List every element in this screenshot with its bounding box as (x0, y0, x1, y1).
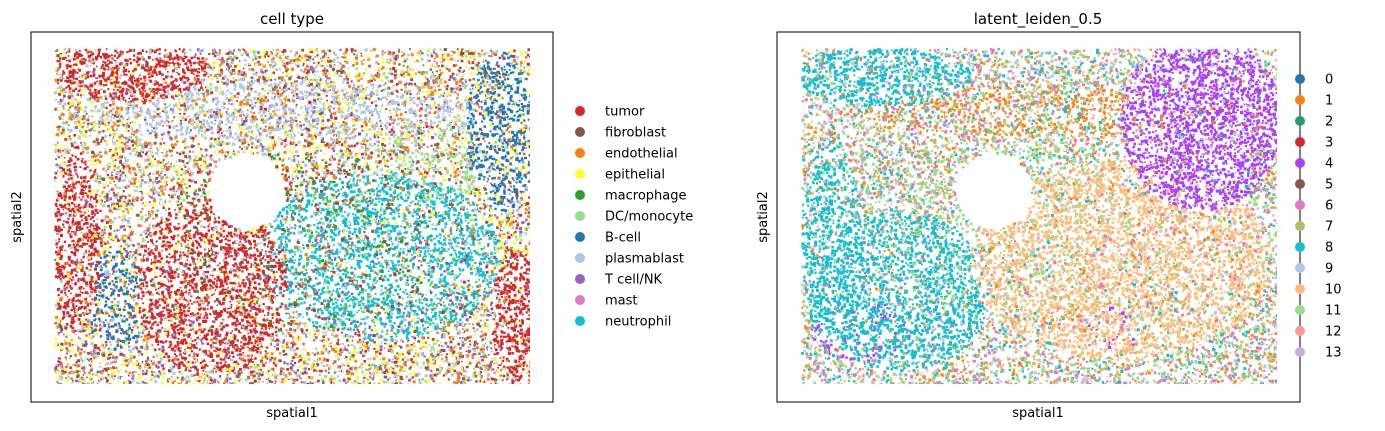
legend-marker (1295, 74, 1305, 84)
legend-marker (1295, 263, 1305, 273)
legend-marker (575, 211, 585, 221)
scatter-points-layer (54, 48, 530, 384)
legend-label: DC/monocyte (605, 210, 693, 225)
latent-leiden-panel: latent_leiden_0.5 spatial1 spatial2 0123… (756, 10, 1342, 421)
legend-label: plasmablast (605, 252, 684, 267)
scatter-points-layer (801, 48, 1277, 384)
legend-label: 6 (1325, 199, 1333, 214)
scatter-points-layer (801, 48, 1277, 384)
legend-marker (1295, 221, 1305, 231)
legend-marker (1295, 116, 1305, 126)
legend-label: tumor (605, 105, 645, 120)
legend-marker (575, 274, 585, 284)
legend-label: T cell/NK (604, 273, 663, 288)
legend-marker (575, 190, 585, 200)
legend-label: 7 (1325, 220, 1333, 235)
legend-label: neutrophil (605, 315, 671, 330)
legend-label: 5 (1325, 178, 1333, 193)
legend-label: 11 (1325, 304, 1342, 319)
scatter-points-layer (90, 50, 530, 351)
legend-label: 8 (1325, 241, 1333, 256)
cell-type-panel: cell type spatial1 spatial2 tumor fibrobl… (10, 10, 693, 421)
legend-marker (1295, 305, 1305, 315)
legend-label: 2 (1325, 115, 1333, 130)
latent-leiden-ylabel: spatial2 (756, 191, 771, 243)
legend-marker (1295, 137, 1305, 147)
scatter-points-layer (54, 48, 530, 384)
cell-type-title: cell type (260, 10, 324, 28)
legend-marker (575, 253, 585, 263)
scatter-points-layer (801, 48, 1277, 384)
cell-type-legend: tumor fibroblast endothelial epithelial macr… (575, 105, 693, 330)
legend-label: B-cell (605, 231, 641, 246)
legend-marker (1295, 158, 1305, 168)
legend-marker (1295, 95, 1305, 105)
legend-label: epithelial (605, 168, 665, 183)
scatter-points-layer (54, 48, 530, 384)
legend-label: 1 (1325, 94, 1333, 109)
legend-marker (1295, 284, 1305, 294)
legend-marker (575, 106, 585, 116)
legend-label: macrophage (605, 189, 687, 204)
legend-label: 12 (1325, 325, 1342, 340)
legend-marker (575, 127, 585, 137)
legend-label: 9 (1325, 262, 1333, 277)
latent-leiden-scatter-points (801, 48, 1277, 384)
legend-marker (1295, 347, 1305, 357)
legend-label: fibroblast (605, 126, 666, 141)
scatter-points-layer (260, 170, 503, 342)
legend-label: 3 (1325, 136, 1333, 151)
legend-label: 10 (1325, 283, 1342, 298)
legend-label: 0 (1325, 73, 1333, 88)
latent-leiden-axes-frame (776, 31, 1301, 403)
cell-type-scatter-points (54, 48, 530, 384)
legend-label: 13 (1325, 346, 1342, 361)
legend-marker (575, 148, 585, 158)
legend-marker (575, 169, 585, 179)
legend-marker (1295, 242, 1305, 252)
legend-label: endothelial (605, 147, 678, 162)
legend-marker (1295, 326, 1305, 336)
legend-label: 4 (1325, 157, 1333, 172)
legend-marker (1295, 179, 1305, 189)
latent-leiden-title: latent_leiden_0.5 (974, 10, 1103, 29)
legend-marker (575, 295, 585, 305)
cell-type-xlabel: spatial1 (266, 406, 318, 421)
legend-marker (575, 316, 585, 326)
scatter-points-layer (801, 48, 1277, 384)
legend-label: mast (605, 294, 638, 309)
cell-type-ylabel: spatial2 (10, 191, 25, 243)
cell-type-axes-frame (30, 31, 554, 403)
legend-marker (1295, 200, 1305, 210)
legend-marker (575, 232, 585, 242)
latent-leiden-xlabel: spatial1 (1012, 406, 1064, 421)
